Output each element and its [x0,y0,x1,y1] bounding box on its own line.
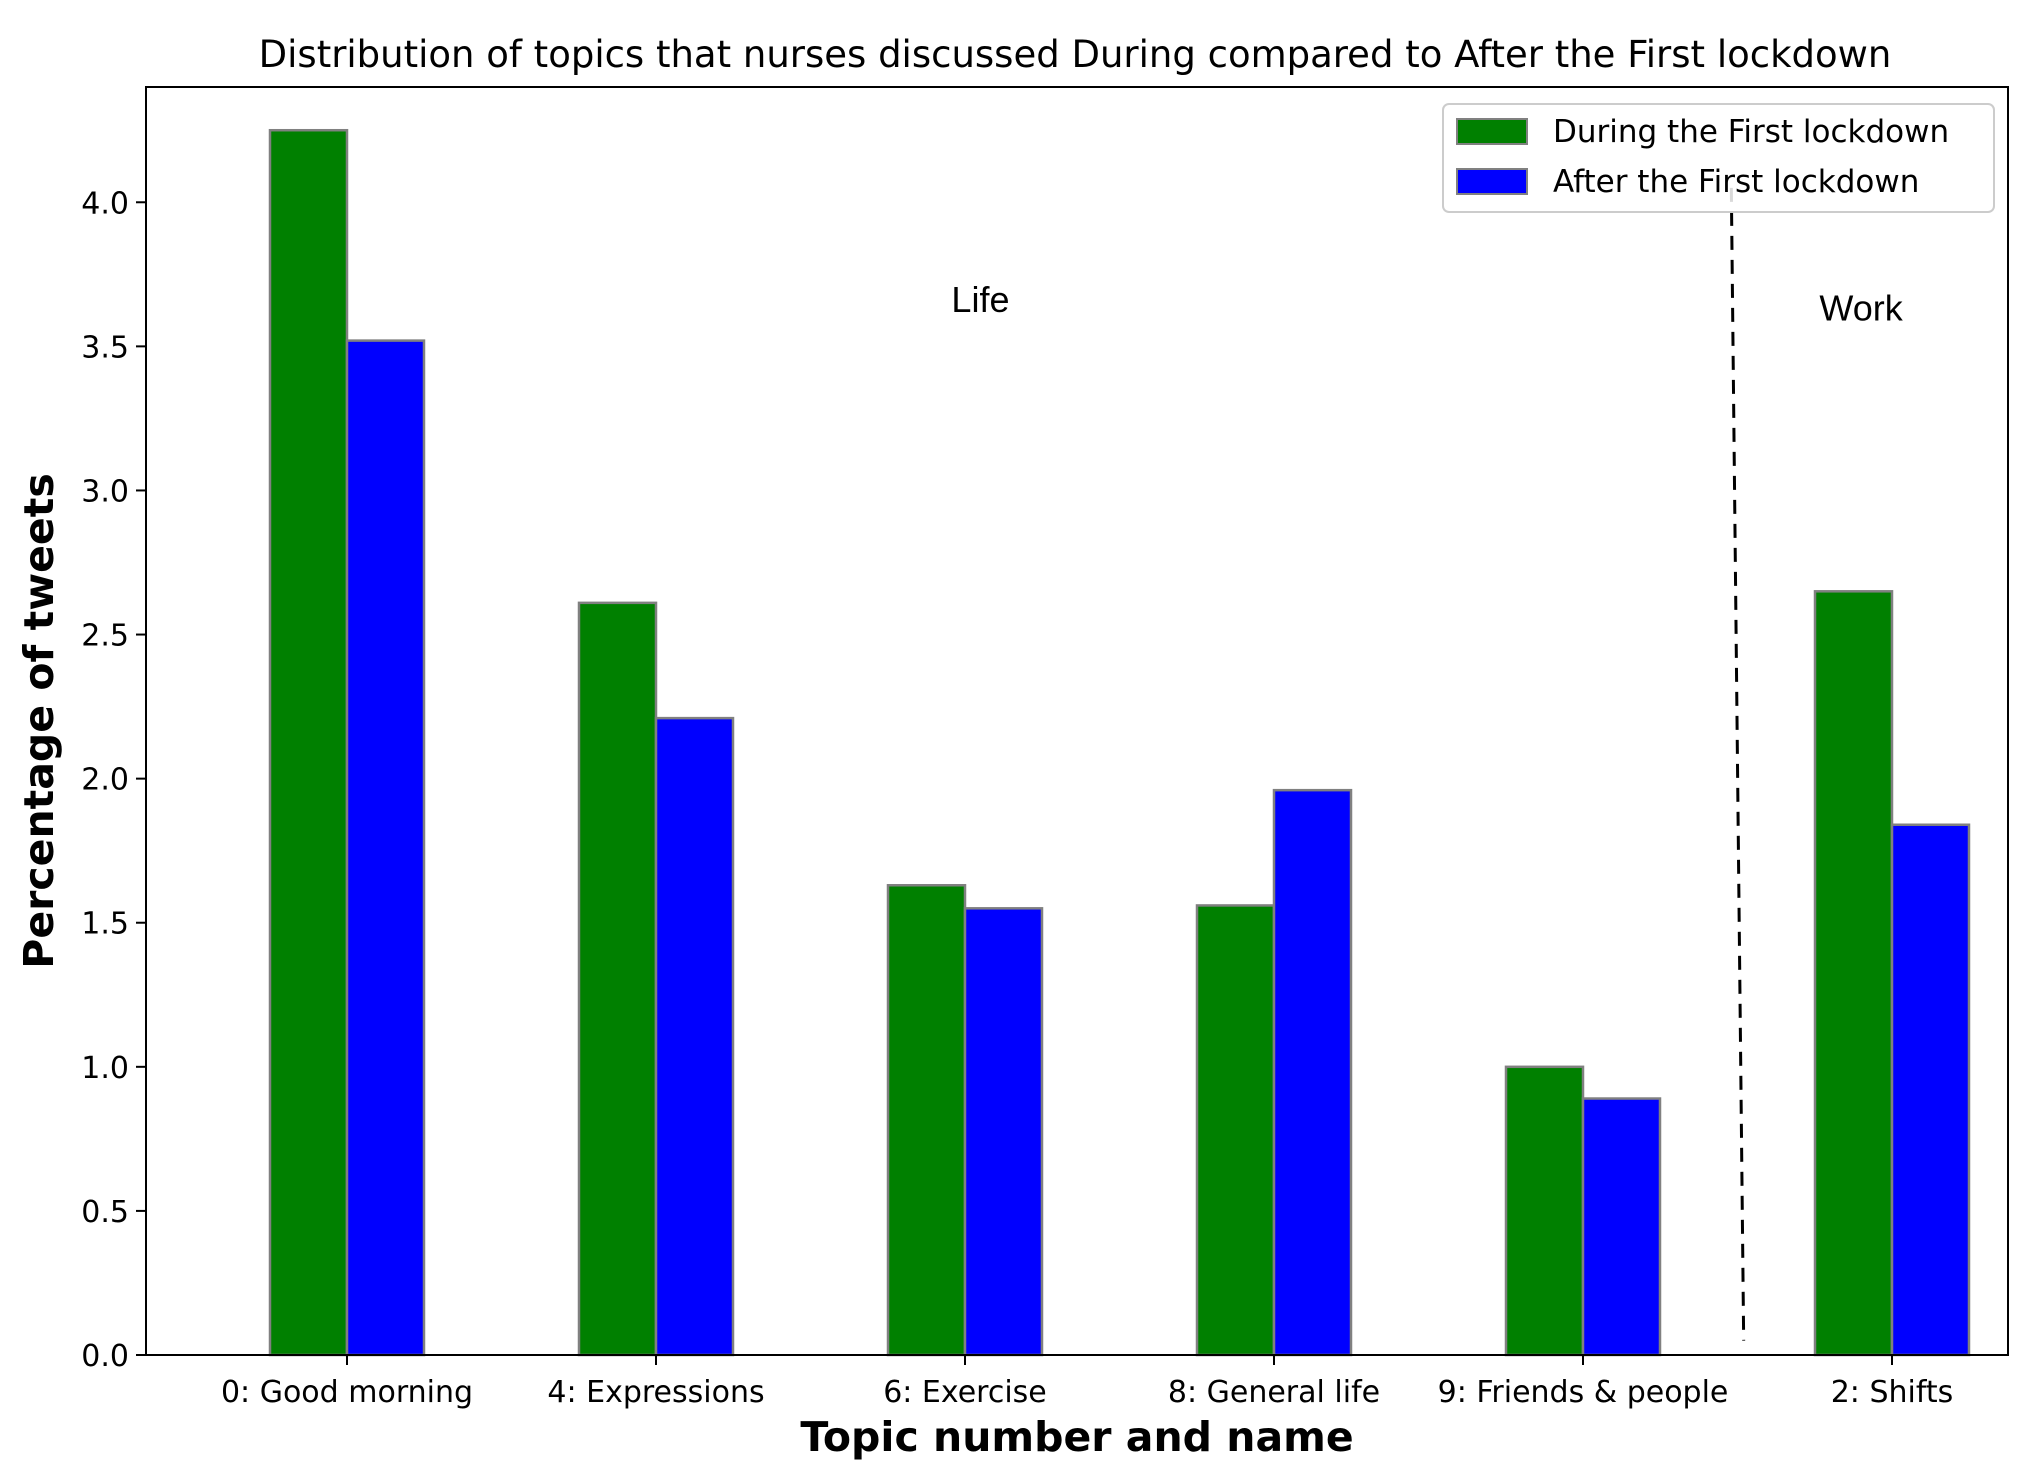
chart-title: Distribution of topics that nurses discu… [259,33,1892,76]
x-axis: 0: Good morning 4: Expressions 6: Exercise… [221,1355,1953,1410]
y-axis-label: Percentage of tweets [15,473,63,968]
annotation-work: Work [1819,287,1903,328]
bar-after-4 [1581,1097,1662,1357]
y-axis: 0.0 0.5 1.0 1.5 2.0 2.5 3.0 3.5 4.0 [81,186,146,1374]
bar-after-3 [1272,788,1353,1357]
x-tick-label: 6: Exercise [883,1375,1047,1410]
y-tick-label: 2.0 [81,763,129,798]
bar-during-0 [268,128,349,1357]
x-tick-label: 2: Shifts [1831,1375,1954,1410]
y-tick-label: 0.0 [81,1339,129,1374]
bar-after-0 [345,339,426,1357]
bar-after-1 [654,716,735,1357]
bar-during-1 [577,601,658,1357]
section-divider-line [1729,187,1746,1341]
bar-during-3 [1195,904,1276,1357]
legend-box [1442,103,1995,213]
legend-swatch-during [1456,118,1528,145]
bar-during-5 [1813,590,1894,1357]
bar-during-2 [886,884,967,1357]
y-tick-label: 3.0 [81,474,129,509]
y-tick-label: 1.0 [81,1051,129,1086]
x-tick-label: 0: Good morning [221,1375,473,1410]
y-tick-label: 4.0 [81,186,129,221]
x-tick-label: 9: Friends & people [1438,1375,1729,1410]
annotation-life: Life [951,279,1009,320]
legend-label-after: After the First lockdown [1553,164,1919,200]
x-tick-label: 8: General life [1168,1375,1380,1410]
annotations-layer: Life Work [951,279,1903,329]
legend-label-during: During the First lockdown [1553,114,1949,150]
bars-layer [268,128,1971,1357]
legend: During the First lockdown After the First… [1442,103,1995,213]
plot-frame [145,86,2009,1356]
legend-swatch-after [1456,168,1528,195]
y-tick-label: 3.5 [81,330,129,365]
y-tick-label: 0.5 [81,1195,129,1230]
bar-after-5 [1890,823,1971,1357]
divider-layer [1729,187,1746,1341]
y-tick-label: 2.5 [81,619,129,654]
bar-after-2 [963,907,1044,1357]
x-tick-label: 4: Expressions [547,1375,764,1410]
y-tick-label: 1.5 [81,907,129,942]
x-axis-label: Topic number and name [800,1413,1353,1460]
bar-during-4 [1504,1065,1585,1357]
